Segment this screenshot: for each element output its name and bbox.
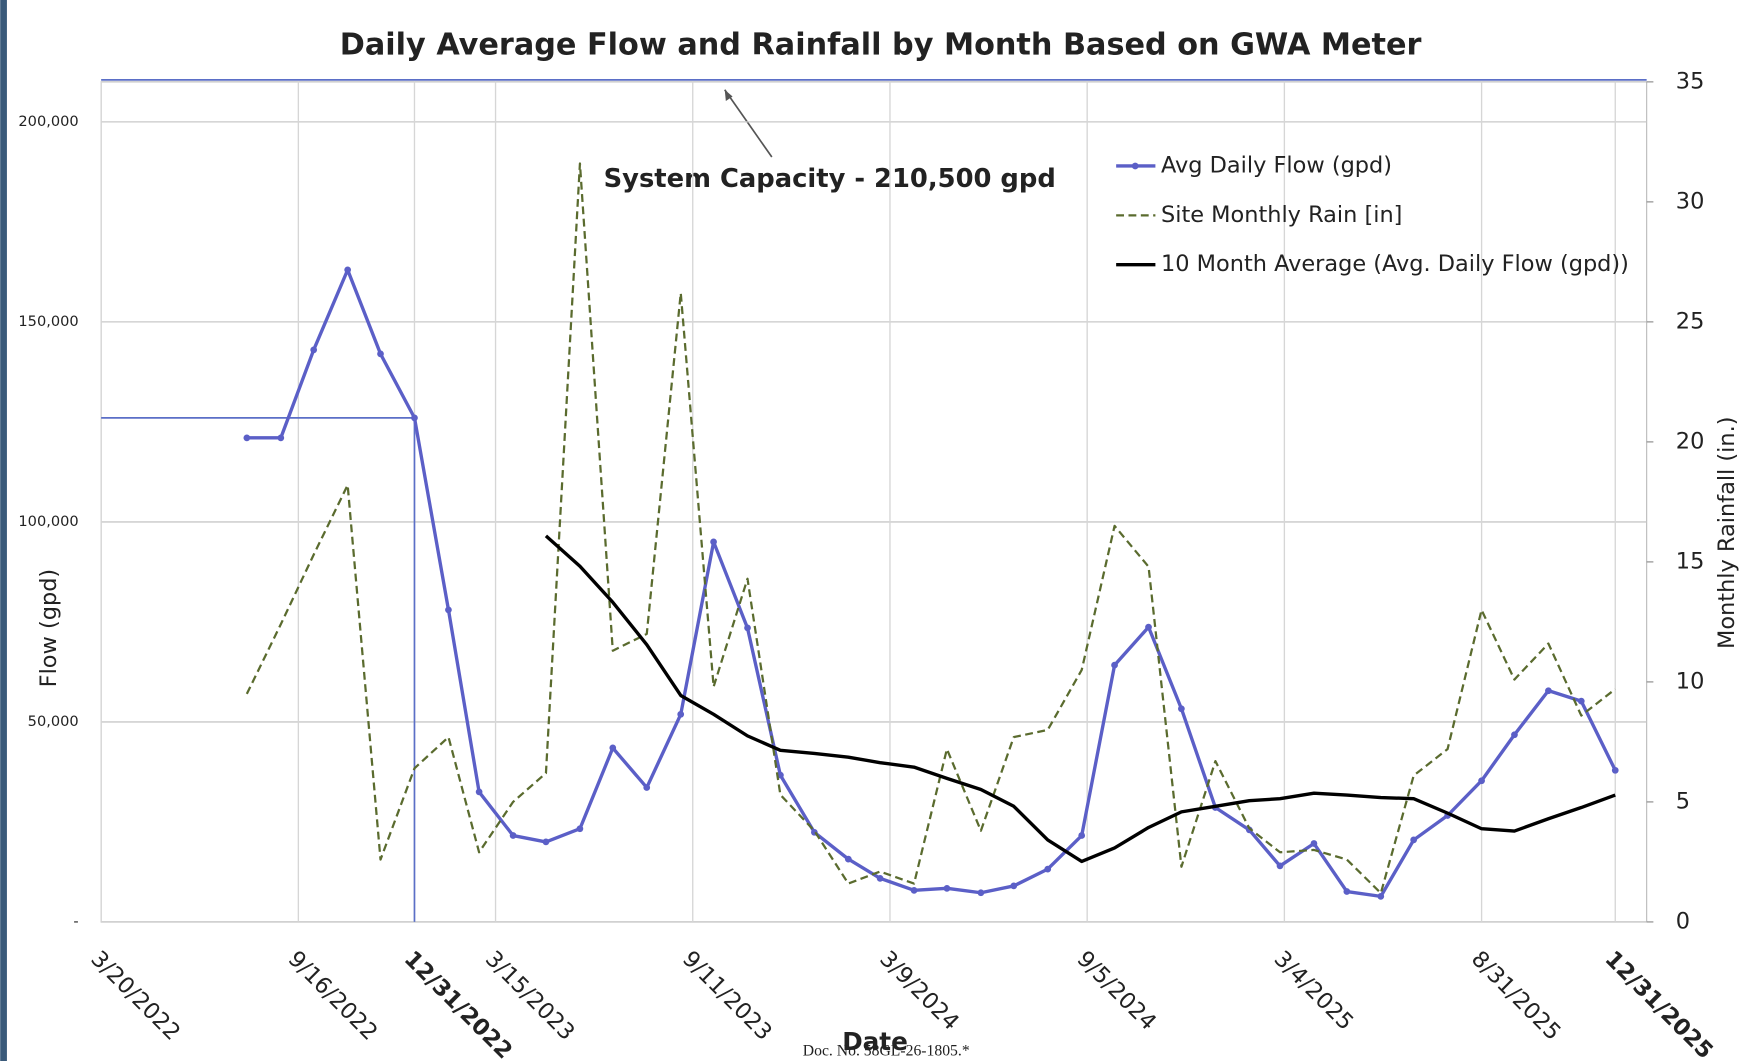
data-point [744, 624, 751, 632]
data-point [1010, 882, 1018, 890]
legend-marker [1131, 162, 1139, 170]
data-point [1545, 687, 1552, 695]
data-point [609, 744, 617, 752]
y-axis-label: Flow (gpd) [36, 569, 62, 688]
data-point [243, 434, 251, 442]
x-axis-label: Date [842, 1027, 908, 1056]
data-point [445, 606, 452, 614]
data-point [310, 346, 318, 354]
data-point [475, 788, 483, 796]
data-point [910, 886, 918, 894]
data-point [1478, 777, 1485, 785]
data-point [844, 855, 852, 863]
data-point [876, 874, 884, 882]
data-point [710, 538, 717, 546]
data-point [1611, 766, 1619, 774]
y2-tick-label: 20 [1676, 428, 1705, 454]
data-point [1145, 623, 1152, 631]
data-point [943, 884, 951, 892]
data-point [509, 832, 517, 839]
data-point [1044, 865, 1052, 873]
y-tick-label: 50,000 [28, 713, 79, 730]
y-tick-label: - [73, 913, 78, 930]
y-tick-label: 200,000 [18, 113, 78, 130]
series-line [544, 534, 1616, 864]
legend-label: Site Monthly Rain [in] [1161, 202, 1402, 228]
data-point [1343, 888, 1351, 895]
data-point [677, 710, 685, 718]
left-edge [0, 0, 7, 1061]
data-point [977, 889, 985, 897]
data-point [1078, 832, 1086, 839]
data-point [576, 825, 584, 833]
data-point [1377, 892, 1385, 900]
data-point [377, 350, 384, 358]
annotation-arrow [724, 89, 773, 158]
annotation: System Capacity - 210,500 gpd [604, 164, 1056, 194]
data-point [277, 434, 285, 442]
data-point [1178, 705, 1185, 713]
y2-tick-label: 5 [1676, 788, 1690, 814]
data-point [411, 414, 418, 422]
legend-label: Avg Daily Flow (gpd) [1161, 152, 1392, 178]
y2-tick-label: 0 [1676, 908, 1690, 934]
legend-label: 10 Month Average (Avg. Daily Flow (gpd)) [1161, 251, 1629, 277]
y2-tick-label: 30 [1676, 188, 1705, 214]
chart-title: Daily Average Flow and Rainfall by Month… [340, 27, 1422, 62]
y2-axis-label: Monthly Rainfall (in.) [1714, 417, 1740, 649]
data-point [1276, 862, 1284, 870]
data-point [1410, 836, 1418, 844]
y-tick-label: 100,000 [18, 513, 78, 530]
data-point [1511, 731, 1518, 739]
y2-tick-label: 25 [1676, 308, 1705, 334]
data-point [1310, 840, 1318, 847]
data-point [643, 784, 651, 791]
data-point [542, 838, 550, 846]
footer: Doc. No. 58GL-26-1805.* [803, 1043, 970, 1060]
y2-tick-label: 15 [1676, 548, 1705, 574]
y2-tick-label: 35 [1676, 68, 1705, 94]
series-line [245, 162, 1616, 895]
y-tick-label: 150,000 [18, 313, 78, 330]
data-point [1577, 697, 1585, 705]
annotation-arrowhead [724, 89, 733, 101]
y2-tick-label: 10 [1676, 668, 1705, 694]
series-line [246, 268, 1617, 899]
data-point [1111, 661, 1118, 669]
data-point [344, 266, 352, 274]
